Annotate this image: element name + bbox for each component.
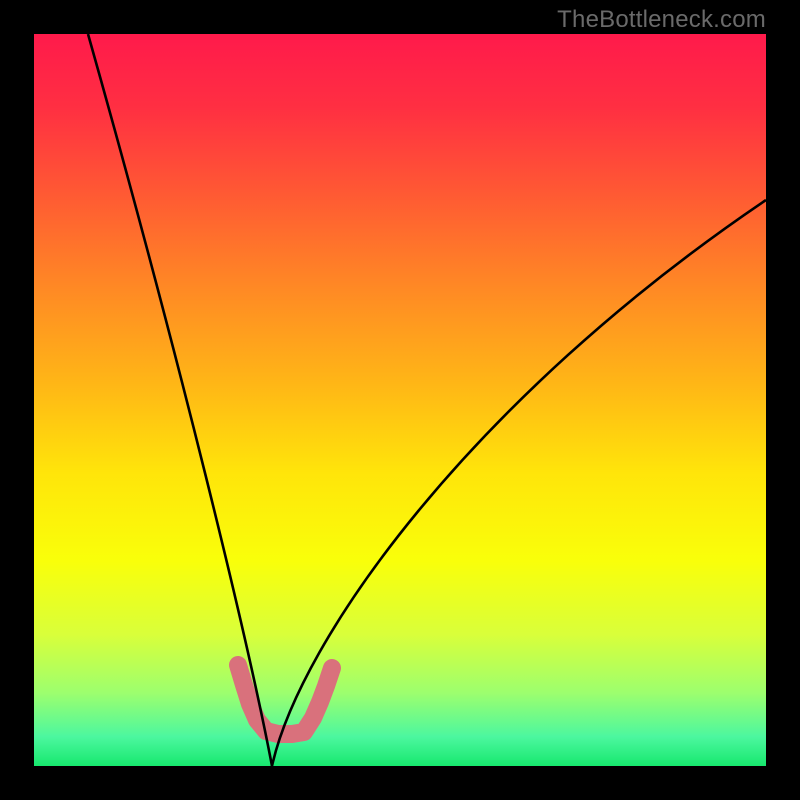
plot-background [34, 34, 766, 766]
watermark-text: TheBottleneck.com [557, 6, 766, 34]
chart-stage: TheBottleneck.com [0, 0, 800, 800]
